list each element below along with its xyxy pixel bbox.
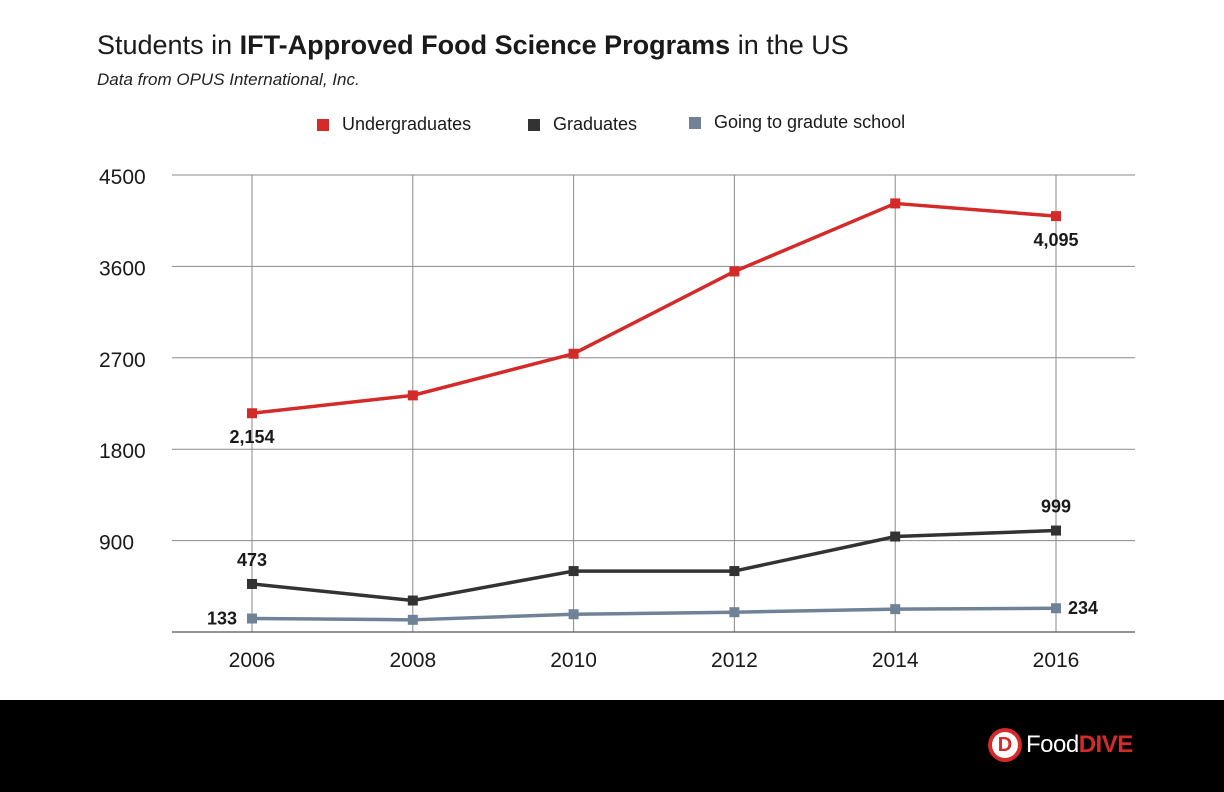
data-label-s2-0: 133 <box>207 608 237 628</box>
y-tick-label-900: 900 <box>99 532 134 555</box>
footer-bar: D Food DIVE <box>0 700 1224 792</box>
data-point-s2-2010 <box>568 609 579 620</box>
data-point-s0-2016 <box>1051 211 1061 222</box>
y-tick-label-2700: 2700 <box>99 349 146 372</box>
data-label-s0-1: 4,095 <box>1033 230 1078 250</box>
data-label-s1-1: 999 <box>1041 497 1071 517</box>
series-line-2 <box>251 606 1057 622</box>
line-chart: 900 1800 2700 3600 4500 2006 2008 2010 2012 2014 2… <box>99 166 1135 672</box>
data-label-s1-0: 473 <box>237 550 267 570</box>
x-tick-label-2006: 2006 <box>229 649 276 672</box>
chart-title: Students in IFT-Approved Food Science Pr… <box>97 30 849 61</box>
legend-label-graduates: Graduates <box>553 114 638 134</box>
legend-item-undergraduates: Undergraduates <box>317 114 471 135</box>
legend-swatch-graduates <box>528 118 540 131</box>
food-dive-logo: D Food DIVE <box>988 728 1133 762</box>
data-point-s1-2010 <box>568 566 579 577</box>
x-tick-label-2008: 2008 <box>389 649 436 672</box>
data-label-s2-1: 234 <box>1068 598 1098 618</box>
legend-swatch-undergraduates <box>317 118 329 131</box>
legend-label-undergraduates: Undergraduates <box>342 114 472 134</box>
y-tick-label-3600: 3600 <box>99 257 146 280</box>
logo-badge-icon: D <box>988 728 1022 762</box>
data-point-s1-2016 <box>1051 525 1061 536</box>
data-point-s0-2006 <box>247 408 257 419</box>
title-prefix: Students in <box>97 30 240 60</box>
x-tick-label-2014: 2014 <box>872 649 919 672</box>
series-line-0 <box>251 201 1057 415</box>
data-label-s0-0: 2,154 <box>229 427 274 447</box>
data-point-s2-2016 <box>1051 603 1061 614</box>
data-point-s1-2006 <box>247 578 257 589</box>
x-tick-label-2016: 2016 <box>1033 649 1080 672</box>
data-point-s2-2008 <box>407 614 418 625</box>
legend-swatch-going-to-grad-school <box>689 116 701 129</box>
chart-subtitle: Data from OPUS International, Inc. <box>97 70 360 89</box>
data-point-s1-2008 <box>407 595 418 606</box>
series-line-1 <box>251 528 1057 603</box>
data-point-s2-2012 <box>729 607 740 618</box>
logo-word-dive: DIVE <box>1078 731 1134 758</box>
x-tick-label-2012: 2012 <box>711 649 758 672</box>
legend-label-going-to-grad-school: Going to gradute school <box>714 112 906 132</box>
y-tick-label-1800: 1800 <box>99 440 146 463</box>
data-point-s0-2008 <box>407 390 418 401</box>
y-tick-label-4500: 4500 <box>99 166 146 189</box>
legend-item-going-to-grad-school: Going to gradute school <box>689 112 905 133</box>
data-point-s1-2014 <box>890 531 901 542</box>
logo-letter: D <box>992 732 1018 758</box>
data-point-s2-2006 <box>247 613 257 624</box>
logo-word-food: Food <box>1026 731 1079 758</box>
data-point-s0-2014 <box>890 198 901 209</box>
data-point-s0-2012 <box>729 266 740 277</box>
data-point-s0-2010 <box>568 348 579 359</box>
title-suffix: in the US <box>730 30 849 60</box>
legend-item-graduates: Graduates <box>528 114 637 135</box>
data-point-s2-2014 <box>890 604 901 615</box>
legend: Undergraduates Graduates Going to gradut… <box>0 112 1224 138</box>
title-bold: IFT-Approved Food Science Programs <box>239 30 731 60</box>
data-point-s1-2012 <box>729 566 740 577</box>
x-tick-label-2010: 2010 <box>550 649 597 672</box>
